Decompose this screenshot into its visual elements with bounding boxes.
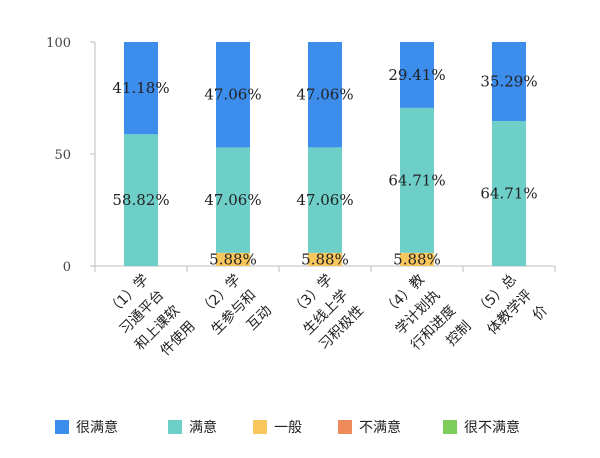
legend-label: 满意: [189, 419, 217, 436]
bar-segment: [308, 147, 342, 253]
chart-bars: [124, 42, 526, 267]
data-label: 29.41%: [388, 66, 445, 84]
data-label: 47.06%: [204, 86, 261, 104]
bar-segment: [124, 42, 158, 135]
bar-segment: [216, 42, 250, 148]
chart-legend: 很满意 满意 一般 不满意 很不满意: [55, 419, 520, 436]
data-label: 5.88%: [209, 250, 257, 268]
bar-segment: [492, 121, 526, 267]
legend-swatch: [253, 420, 267, 434]
legend-label: 很满意: [76, 419, 118, 436]
bar-segment: [308, 42, 342, 148]
bar-segment: [492, 42, 526, 122]
legend-swatch: [338, 420, 352, 434]
data-label: 58.82%: [112, 191, 169, 209]
legend-label: 不满意: [359, 419, 401, 436]
chart-axes: 0 50 100: [46, 36, 556, 275]
data-label: 5.88%: [393, 250, 441, 268]
data-label: 35.29%: [480, 73, 537, 91]
legend-swatch: [55, 420, 69, 434]
category-label-line: 价: [530, 303, 551, 324]
data-label: 5.88%: [301, 250, 349, 268]
data-label: 47.06%: [296, 86, 353, 104]
data-label: 47.06%: [204, 191, 261, 209]
legend-swatch: [168, 420, 182, 434]
bar-segment: [400, 107, 434, 253]
data-label: 64.71%: [388, 171, 445, 189]
y-tick-label: 50: [54, 148, 71, 163]
data-label: 47.06%: [296, 191, 353, 209]
chart-data-labels: 58.82% 41.18% 5.88% 47.06% 47.06% 5.88% 47.06%…: [112, 66, 537, 268]
legend-label: 很不满意: [464, 419, 520, 436]
y-tick-label: 0: [63, 260, 71, 275]
legend-label: 一般: [274, 420, 302, 436]
legend-swatch: [443, 420, 457, 434]
data-label: 41.18%: [112, 79, 169, 97]
bar-segment: [216, 147, 250, 253]
data-label: 64.71%: [480, 185, 537, 203]
bar-segment: [400, 252, 434, 266]
bar-segment: [308, 252, 342, 266]
bar-segment: [124, 134, 158, 266]
bar-segment: [400, 42, 434, 108]
bar-segment: [216, 252, 250, 266]
y-tick-label: 100: [46, 36, 71, 51]
